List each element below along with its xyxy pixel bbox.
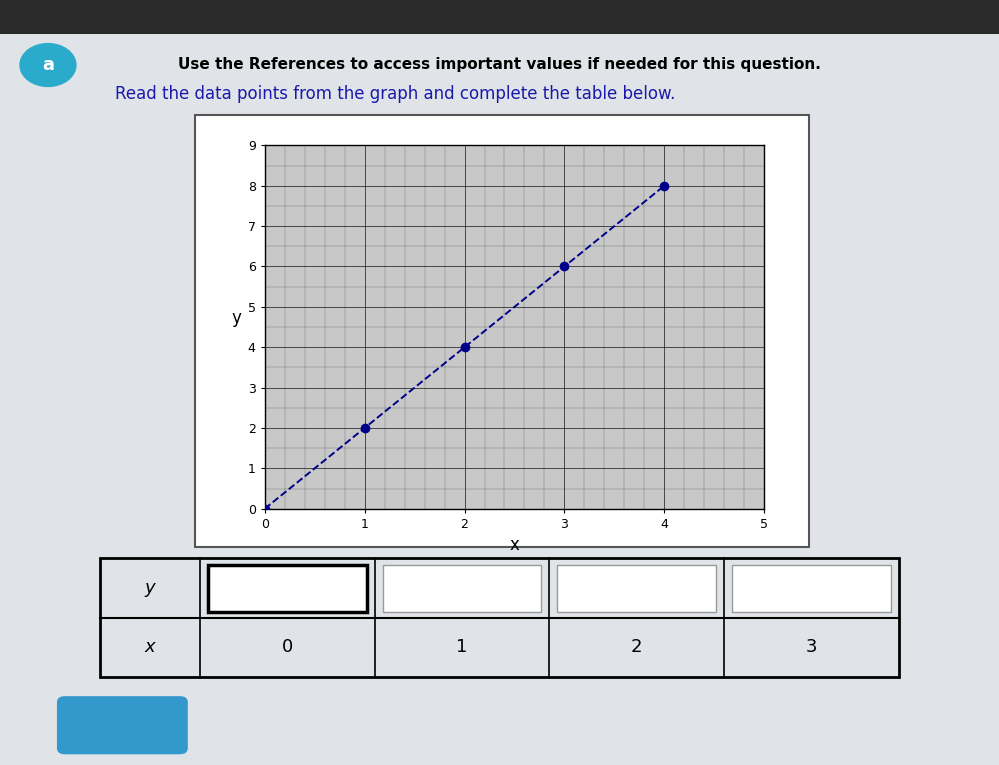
Text: 0: 0 (282, 638, 293, 656)
Text: Submit: Submit (89, 716, 156, 734)
FancyBboxPatch shape (383, 565, 541, 612)
Text: Read the data points from the graph and complete the table below.: Read the data points from the graph and … (115, 85, 675, 103)
Text: 1: 1 (457, 638, 468, 656)
FancyBboxPatch shape (557, 565, 716, 612)
Text: x: x (145, 638, 155, 656)
Circle shape (20, 44, 76, 86)
FancyBboxPatch shape (57, 696, 188, 754)
Text: 3: 3 (806, 638, 817, 656)
Text: Use the References to access important values if needed for this question.: Use the References to access important v… (178, 57, 821, 72)
X-axis label: x: x (509, 536, 519, 555)
FancyBboxPatch shape (732, 565, 891, 612)
Text: y: y (145, 579, 155, 597)
FancyBboxPatch shape (195, 115, 809, 547)
Text: a: a (42, 56, 54, 74)
FancyBboxPatch shape (0, 0, 999, 34)
Text: 2: 2 (631, 638, 642, 656)
Y-axis label: y: y (232, 309, 242, 327)
FancyBboxPatch shape (208, 565, 367, 612)
